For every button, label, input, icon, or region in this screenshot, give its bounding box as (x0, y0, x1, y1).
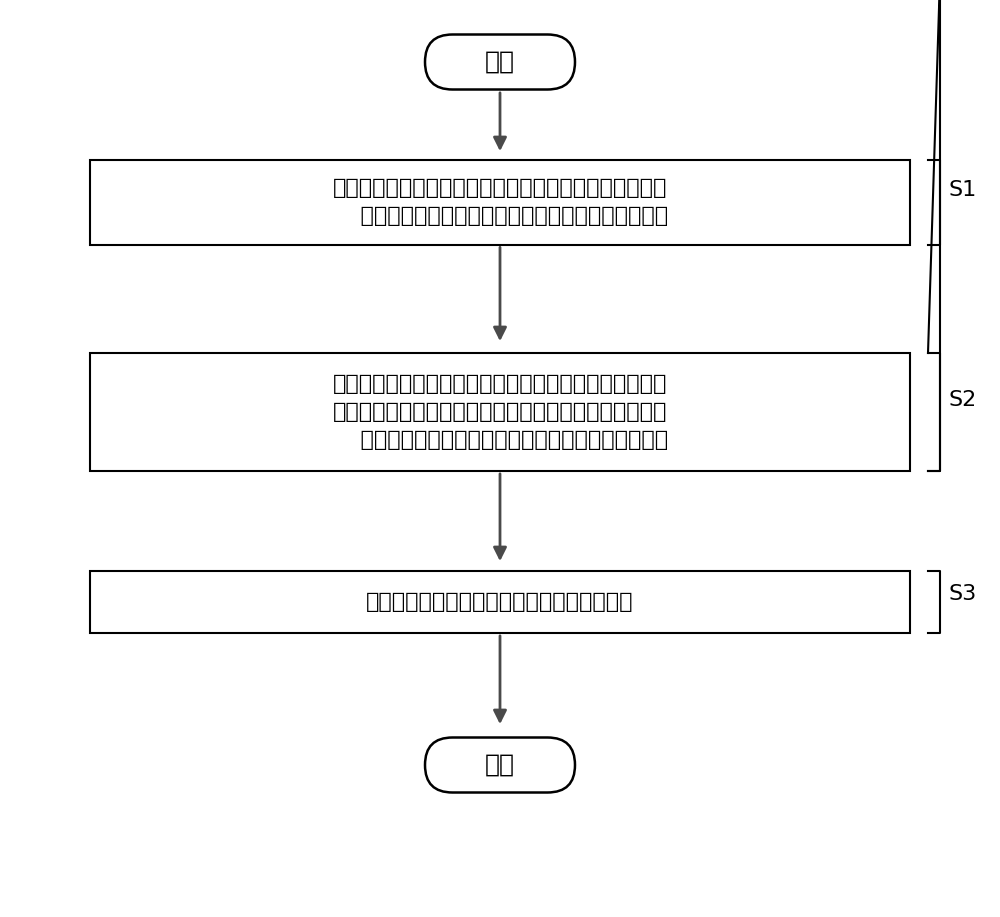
Text: 判断实际吸气压力值是否在基于设定吸气压力值确定的合
理吸气压力范围内，判断实际排气压力值是否大于实际进
    口气压值，判断实际轴承偏移量是否小于设定偏移量: 判断实际吸气压力值是否在基于设定吸气压力值确定的合 理吸气压力范围内，判断实际排… (332, 374, 668, 450)
FancyBboxPatch shape (425, 35, 575, 90)
FancyBboxPatch shape (90, 160, 910, 245)
FancyBboxPatch shape (425, 737, 575, 792)
Text: S2: S2 (948, 390, 976, 410)
Text: 开始: 开始 (485, 50, 515, 74)
Text: 基于判断结果对负载平衡阀选择性地进行控制: 基于判断结果对负载平衡阀选择性地进行控制 (366, 592, 634, 612)
Text: S1: S1 (948, 180, 976, 200)
Text: 结束: 结束 (485, 753, 515, 777)
FancyBboxPatch shape (90, 571, 910, 633)
Text: 获取压缩机的实际吸气压力值、实际排气压力值、室外冷
    凝器的实际进口气压值以及压缩机的实际轴承偏移量: 获取压缩机的实际吸气压力值、实际排气压力值、室外冷 凝器的实际进口气压值以及压缩… (332, 178, 668, 226)
Text: S3: S3 (948, 584, 976, 604)
FancyBboxPatch shape (90, 353, 910, 471)
